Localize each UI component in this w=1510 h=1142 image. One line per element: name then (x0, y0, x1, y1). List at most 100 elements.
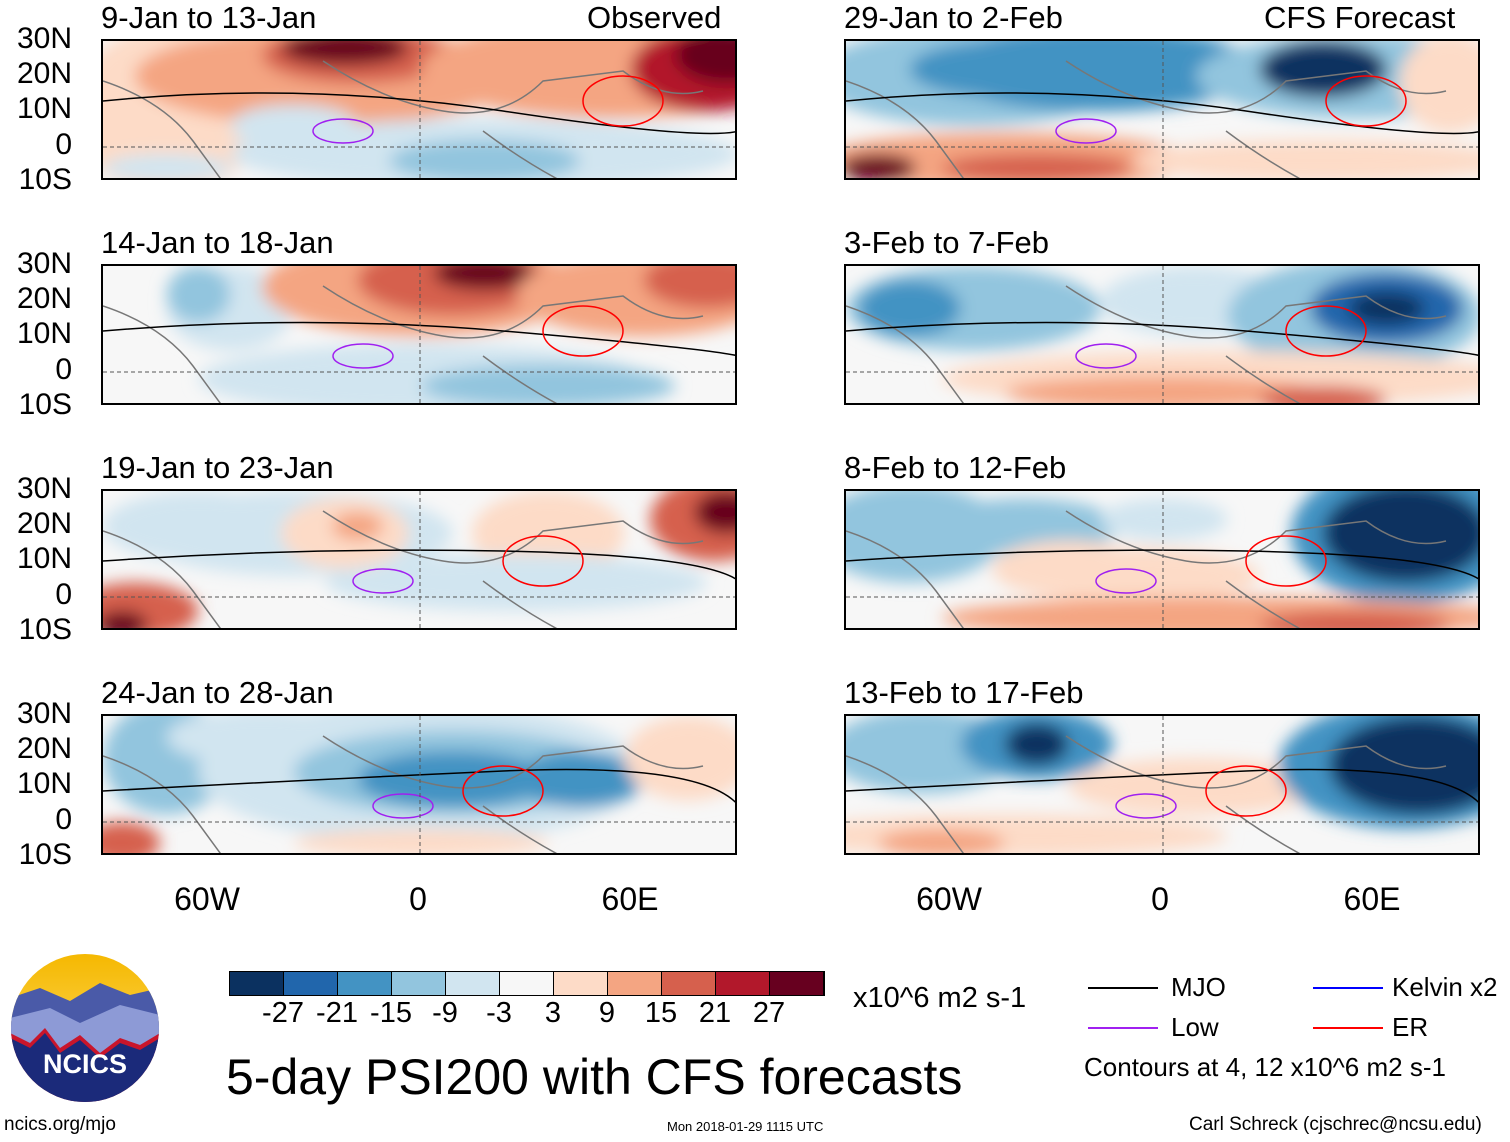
anomaly-region (331, 512, 383, 541)
colorbar-label: 3 (544, 997, 562, 1029)
lat-label: 0 (55, 803, 72, 836)
er-contour (462, 765, 544, 817)
colorbar-label: -3 (486, 997, 512, 1029)
anomaly-region (103, 821, 161, 853)
mjo-legend-line (1088, 987, 1158, 989)
map-panel (101, 39, 737, 180)
anomaly-region (694, 491, 735, 534)
anomaly-region (1005, 375, 1323, 403)
low-contour (352, 568, 414, 594)
colorbar-swatch (716, 972, 770, 995)
anomaly-region (516, 751, 644, 808)
panel-title: 3-Feb to 7-Feb (844, 225, 1050, 260)
anomaly-region (941, 153, 1133, 178)
observed-label: Observed (587, 0, 722, 35)
coastline (103, 735, 704, 853)
lat-label: 10S (18, 388, 72, 421)
lat-label: 10N (16, 92, 72, 125)
panel-title: 19-Jan to 23-Jan (101, 450, 334, 485)
anomaly-region (103, 610, 148, 628)
legend-mjo: MJO (1171, 972, 1226, 1002)
cfs-forecast-label: CFS Forecast (1264, 0, 1456, 35)
low-contour (332, 343, 394, 369)
colorbar-swatch (284, 972, 338, 995)
er-contour (542, 305, 624, 357)
lat-label: 30N (16, 22, 72, 55)
er-contour (502, 535, 584, 587)
anomaly-region (166, 266, 231, 323)
anomaly-region (877, 828, 1005, 853)
lat-label: 0 (55, 353, 72, 386)
er-contour (1205, 765, 1287, 817)
map-panel (844, 264, 1480, 405)
coastline (103, 285, 704, 403)
anomaly-region (421, 364, 676, 403)
mjo-contour (846, 92, 1478, 135)
colorbar-label: -21 (316, 997, 358, 1029)
colorbar-label: 9 (598, 997, 616, 1029)
low-contour (312, 118, 374, 144)
mjo-contour (103, 321, 735, 356)
legend-kelvin: Kelvin x2 (1392, 972, 1498, 1002)
colorbar-swatch (230, 972, 284, 995)
anomaly-region (103, 153, 231, 178)
anomaly-region (928, 498, 1120, 555)
er-legend-line (1313, 1027, 1383, 1029)
mjo-contour (103, 768, 735, 803)
mjo-contour (846, 321, 1478, 356)
mjo-contour (103, 549, 735, 580)
anomaly-region (1399, 41, 1478, 133)
legend-low: Low (1171, 1012, 1219, 1042)
lat-label: 20N (16, 507, 72, 540)
lon-label-60e: 60E (1343, 881, 1401, 917)
map-panel (101, 264, 737, 405)
map-panel (101, 714, 737, 855)
mjo-contour (103, 92, 735, 135)
low-contour (372, 793, 434, 819)
map-panel (844, 489, 1480, 630)
anomaly-region (293, 828, 549, 853)
lat-label: 10N (16, 317, 72, 350)
panel-title: 14-Jan to 18-Jan (101, 225, 334, 260)
lat-label: 10N (16, 542, 72, 575)
colorbar-swatch (554, 972, 608, 995)
footer-link[interactable]: ncics.org/mjo (4, 1114, 116, 1135)
low-contour (1115, 793, 1177, 819)
lon-label-60w: 60W (916, 881, 982, 917)
colorbar-swatch (770, 972, 824, 995)
panel-title: 13-Feb to 17-Feb (844, 675, 1084, 710)
anomaly-region (675, 41, 735, 84)
er-contour (1285, 305, 1367, 357)
colorbar-label: 21 (698, 997, 732, 1029)
anomaly-region (1005, 723, 1069, 766)
lat-label: 30N (16, 697, 72, 730)
colorbar-label: -15 (370, 997, 412, 1029)
legend-er: ER (1392, 1012, 1429, 1042)
lat-label: 20N (16, 732, 72, 765)
anomaly-region (992, 540, 1145, 597)
coastline (846, 510, 1447, 628)
lat-label: 0 (55, 128, 72, 161)
colorbar-label: 27 (752, 997, 786, 1029)
lon-label-0: 0 (1151, 881, 1169, 917)
lon-label-60w: 60W (174, 881, 240, 917)
colorbar-swatch (392, 972, 446, 995)
panel-title: 8-Feb to 12-Feb (844, 450, 1067, 485)
er-contour (582, 75, 664, 127)
anomaly-region (1132, 139, 1478, 178)
anomaly-region (281, 41, 409, 65)
coastline (846, 285, 1447, 403)
lat-label: 10S (18, 163, 72, 196)
low-legend-line (1088, 1027, 1158, 1029)
mjo-contour (846, 549, 1478, 580)
map-panel (844, 714, 1480, 855)
low-contour (1055, 118, 1117, 144)
panel-title: 29-Jan to 2-Feb (844, 0, 1063, 35)
panel-title: 24-Jan to 28-Jan (101, 675, 334, 710)
map-panel (844, 39, 1480, 180)
lat-label: 20N (16, 57, 72, 90)
colorbar-swatch (446, 972, 500, 995)
anomaly-region (1068, 758, 1323, 815)
coastline (846, 735, 1447, 853)
